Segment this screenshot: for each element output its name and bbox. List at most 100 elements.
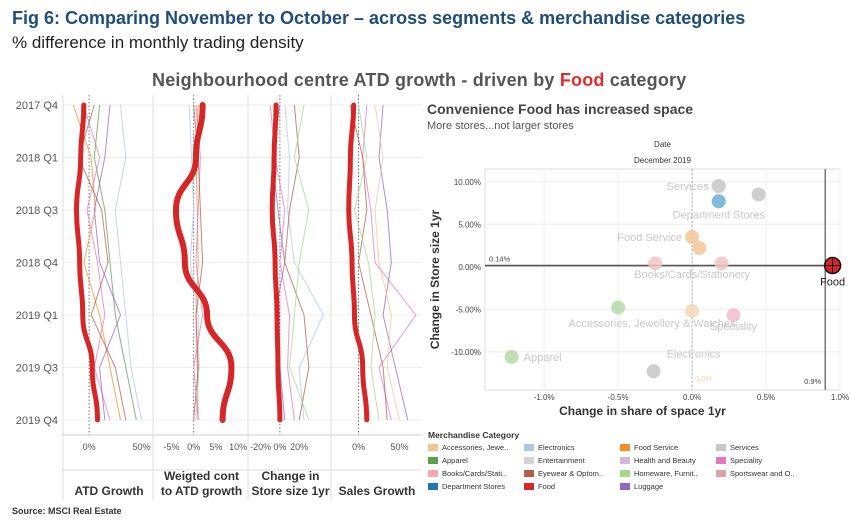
food-series-line bbox=[269, 102, 283, 423]
legend-item: Services bbox=[716, 443, 812, 452]
x-tick-label: -1.0% bbox=[534, 393, 555, 402]
data-point bbox=[504, 349, 519, 364]
data-point bbox=[751, 187, 766, 202]
legend-item: Sportswear and O.. bbox=[716, 469, 812, 478]
series-line bbox=[349, 104, 388, 421]
data-point bbox=[714, 256, 729, 271]
x-tick-label: 50% bbox=[133, 442, 151, 452]
legend-swatch bbox=[620, 470, 630, 477]
x-tick-label: 0.5% bbox=[757, 393, 775, 402]
ref-x-label: 0.9% bbox=[804, 377, 821, 386]
legend-item: Food Service bbox=[620, 443, 716, 452]
series-line bbox=[374, 104, 400, 421]
legend-item: Electronics bbox=[524, 443, 620, 452]
point-label: Services bbox=[667, 181, 710, 193]
x-tick-label: 1.0% bbox=[831, 393, 849, 402]
figure-title: Fig 6: Comparing November to October – a… bbox=[12, 8, 746, 28]
legend-item: Food bbox=[524, 482, 620, 491]
legend-label: Luggage bbox=[634, 482, 664, 491]
y-tick-label: 5.00% bbox=[458, 220, 481, 229]
legend-swatch bbox=[620, 444, 630, 451]
legend-swatch bbox=[524, 444, 534, 451]
chart-title: Neighbourhood centre ATD growth - driven… bbox=[152, 70, 686, 91]
legend-swatch bbox=[524, 483, 534, 490]
legend-swatch bbox=[716, 457, 726, 464]
legend-label: Speciality bbox=[730, 456, 763, 465]
x-tick-label: -5% bbox=[164, 442, 180, 452]
scatter-chart: Convenience Food has increased space More… bbox=[427, 101, 849, 418]
y-tick-label: 2017 Q4 bbox=[16, 100, 58, 112]
point-label: Speciality bbox=[710, 321, 758, 333]
data-point bbox=[711, 179, 726, 193]
y-tick-label: -5.00% bbox=[456, 305, 481, 314]
series-line bbox=[288, 104, 310, 421]
filter-label: Date bbox=[654, 140, 671, 149]
legend-label: Homeware, Furnit.. bbox=[634, 469, 698, 478]
legend-item: Entertainment bbox=[524, 456, 620, 465]
data-point bbox=[726, 308, 741, 323]
point-label: Electronics bbox=[667, 348, 721, 360]
data-point bbox=[611, 300, 626, 315]
y-tick-label: 2018 Q1 bbox=[16, 153, 58, 165]
legend: Merchandise Category Accessories, Jewe..… bbox=[428, 430, 838, 491]
series-line bbox=[188, 104, 200, 421]
legend-label: Food bbox=[538, 482, 556, 491]
point-label: Apparel bbox=[524, 352, 562, 364]
x-tick-label: 20% bbox=[290, 442, 308, 452]
legend-item: Books/Cards/Stati.. bbox=[428, 469, 524, 478]
legend-item: Apparel bbox=[428, 456, 524, 465]
food-series-line bbox=[73, 102, 100, 423]
legend-swatch bbox=[428, 444, 438, 451]
legend-label: Accessories, Jewe.. bbox=[442, 443, 509, 452]
point-label: Food bbox=[820, 277, 845, 289]
food-series-line bbox=[172, 102, 235, 423]
series-line bbox=[114, 104, 142, 421]
legend-grid: Accessories, Jewe.. Electronics Food Servi… bbox=[428, 443, 838, 491]
data-point bbox=[648, 256, 663, 271]
legend-label: Health and Beauty bbox=[634, 456, 696, 465]
food-series-line bbox=[346, 102, 370, 423]
data-point bbox=[692, 241, 707, 256]
legend-label: Department Stores bbox=[442, 482, 505, 491]
x-tick-label: 5% bbox=[209, 442, 222, 452]
legend-swatch bbox=[428, 457, 438, 464]
series-line bbox=[93, 104, 137, 421]
legend-item: Homeware, Furnit.. bbox=[620, 469, 716, 478]
legend-swatch bbox=[428, 483, 438, 490]
ref-y-label: 0.14% bbox=[489, 255, 511, 264]
legend-label: Food Service bbox=[634, 443, 679, 452]
legend-swatch bbox=[716, 444, 726, 451]
x-tick-label: 0.0% bbox=[683, 393, 701, 402]
series-line bbox=[378, 104, 409, 421]
legend-swatch bbox=[428, 470, 438, 477]
series-line bbox=[72, 104, 121, 421]
extra-label: 0.0% bbox=[695, 374, 712, 383]
scatter-title: Convenience Food has increased space bbox=[427, 101, 693, 117]
figure-subtitle: % difference in monthly trading density bbox=[12, 33, 304, 52]
y-tick-label: 0.00% bbox=[458, 263, 481, 272]
legend-label: Electronics bbox=[538, 443, 575, 452]
y-tick-label: 2019 Q3 bbox=[16, 363, 58, 375]
chart-title-suffix: category bbox=[604, 70, 687, 90]
y-tick-label: 2018 Q4 bbox=[16, 258, 58, 270]
chart-title-prefix: Neighbourhood centre ATD growth - driven… bbox=[152, 70, 560, 90]
data-point bbox=[685, 230, 700, 244]
y-tick-label: -10.00% bbox=[451, 348, 481, 357]
x-tick-label: 0% bbox=[83, 442, 96, 452]
legend-item: Luggage bbox=[620, 482, 716, 491]
legend-swatch bbox=[524, 457, 534, 464]
chart-title-highlight: Food bbox=[559, 70, 605, 90]
x-tick-label: 50% bbox=[391, 442, 409, 452]
series-line bbox=[93, 104, 122, 421]
y-tick-label: 2019 Q1 bbox=[16, 310, 58, 322]
panel-header: Weigted cont bbox=[164, 469, 239, 483]
legend-label: Entertainment bbox=[538, 456, 585, 465]
legend-item: Accessories, Jewe.. bbox=[428, 443, 524, 452]
legend-item: Department Stores bbox=[428, 482, 524, 491]
filter-value: December 2019 bbox=[634, 156, 691, 165]
panel-header: Sales Growth bbox=[339, 484, 416, 498]
x-tick-label: 0% bbox=[187, 442, 200, 452]
legend-item: Speciality bbox=[716, 456, 812, 465]
point-label: Accessories, Jewellery & Watches bbox=[569, 318, 737, 330]
scatter-subtitle: More stores...not larger stores bbox=[427, 120, 574, 132]
